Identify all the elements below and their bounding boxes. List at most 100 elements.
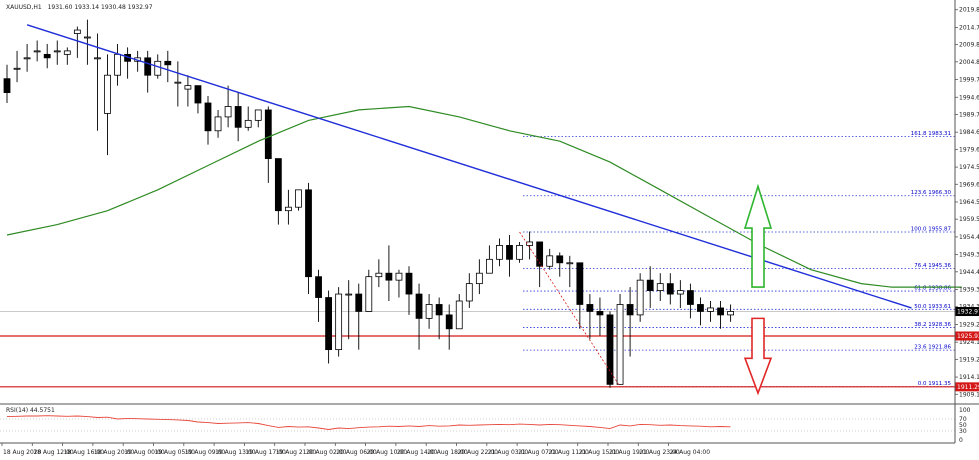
candle-body — [395, 272, 403, 281]
chart-title: XAUUSD,H1 — [6, 4, 42, 11]
candle-body — [626, 304, 634, 316]
candle-body — [586, 304, 594, 312]
rsi-tick-label: 100 — [959, 407, 971, 414]
candle-body — [496, 245, 503, 260]
rsi-tick-label: 30 — [959, 428, 967, 435]
candle-body — [616, 304, 624, 385]
candle-body — [305, 189, 312, 278]
time-tick-label: 18 Aug 20:00 — [94, 449, 135, 456]
candle-body — [676, 290, 684, 295]
fib-level-label: 123.6 1966.30 — [911, 190, 952, 196]
price-tick-label: 1999.75 — [959, 77, 979, 84]
candle-body — [295, 189, 302, 208]
candle-body — [576, 262, 584, 305]
candle-body — [63, 50, 71, 55]
time-tick-label: 21 Aug 23:00 — [639, 449, 680, 456]
price-tick-label: 1914.10 — [959, 374, 979, 381]
price-tick-label: 2009.80 — [959, 42, 979, 49]
candle-body — [687, 290, 694, 305]
time-tick-label: 18 Aug 12:00 — [33, 449, 74, 456]
rsi-line — [6, 415, 731, 430]
candle-body — [13, 67, 21, 70]
candle-body — [53, 50, 61, 53]
candle-body — [415, 293, 423, 319]
candle-body — [184, 85, 192, 90]
candle-body — [204, 102, 212, 132]
candle-body — [264, 109, 272, 159]
candle-body — [455, 300, 463, 330]
price-tick-label: 1939.30 — [959, 287, 979, 294]
time-tick-label: 21 Aug 11:00 — [548, 449, 589, 456]
candle-body — [274, 158, 282, 212]
price-box — [955, 382, 979, 392]
time-tick-label: 19 Aug 05:00 — [155, 449, 196, 456]
candle-body — [536, 241, 544, 267]
candle-body — [707, 307, 714, 312]
price-tick-label: 1974.55 — [959, 164, 979, 171]
candle-body — [566, 262, 574, 265]
candle-body — [335, 293, 343, 351]
price-tick-label: 1924.15 — [959, 339, 979, 346]
candle-body — [154, 60, 162, 76]
fib-level-label: 50.0 1933.61 — [914, 304, 951, 310]
time-tick-label: 19 Aug 17:00 — [245, 449, 286, 456]
price-tick-label: 1959.55 — [959, 216, 979, 223]
time-tick-label: 20 Aug 18:00 — [427, 449, 468, 456]
fib-level-label: 23.6 1921.86 — [914, 345, 951, 351]
candle-body — [435, 304, 443, 316]
time-tick-label: 20 Aug 10:00 — [367, 449, 408, 456]
fib-level-label: 0.0 1911.35 — [918, 381, 952, 387]
candle-body — [355, 293, 363, 312]
candle-body — [405, 272, 413, 295]
price-tick-label: 1929.25 — [959, 321, 979, 328]
candle-body — [546, 255, 554, 267]
candle-body — [727, 311, 734, 316]
candle-body — [606, 314, 614, 385]
candle-body — [73, 29, 81, 34]
candle-body — [3, 78, 11, 93]
time-tick-label: 20 Aug 22:00 — [458, 449, 499, 456]
time-tick-label: 24 Aug 04:00 — [670, 449, 711, 456]
price-tick-label: 2004.85 — [959, 59, 979, 66]
fib-level-label: 61.8 1938.86 — [914, 286, 951, 292]
time-tick-label: 18 Aug 16:00 — [64, 449, 105, 456]
time-tick-label: 21 Aug 15:00 — [579, 449, 620, 456]
moving-average-line — [6, 105, 962, 288]
candle-body — [284, 206, 292, 212]
time-tick-label: 20 Aug 06:00 — [336, 449, 377, 456]
price-tick-label: 1919.20 — [959, 356, 979, 363]
candle-body — [697, 304, 704, 312]
time-tick-label: 19 Aug 09:00 — [185, 449, 226, 456]
price-box — [955, 331, 979, 341]
price-tick-label: 2019.85 — [959, 7, 979, 14]
candle-body — [194, 85, 202, 104]
candle-body — [526, 241, 533, 246]
price-box-label: 1932.97 — [957, 309, 979, 316]
candle-body — [375, 272, 383, 278]
price-tick-label: 1944.40 — [959, 269, 979, 276]
candle-body — [33, 50, 41, 53]
candle-body — [94, 57, 101, 60]
candle-body — [214, 116, 222, 132]
price-tick-label: 1969.60 — [959, 181, 979, 188]
price-tick-label: 1964.50 — [959, 199, 979, 206]
rsi-tick-label: 70 — [959, 416, 967, 423]
candle-body — [666, 283, 674, 295]
candle-body — [174, 81, 182, 84]
candle-body — [516, 245, 523, 260]
price-box-label: 1911.29 — [957, 384, 979, 391]
candle-body — [465, 283, 473, 302]
candle-body — [556, 255, 564, 264]
candle-body — [84, 36, 91, 39]
candle-body — [234, 106, 242, 128]
price-box — [955, 307, 979, 317]
down-arrow-icon — [743, 317, 773, 396]
price-tick-label: 1954.45 — [959, 234, 979, 241]
candle-body — [164, 60, 172, 66]
candle-body — [385, 272, 393, 281]
fib-level-label: 76.4 1945.36 — [914, 263, 951, 269]
time-tick-label: 21 Aug 19:00 — [609, 449, 650, 456]
candle-body — [104, 74, 111, 114]
candle-body — [315, 276, 322, 298]
candle-body — [325, 297, 333, 351]
